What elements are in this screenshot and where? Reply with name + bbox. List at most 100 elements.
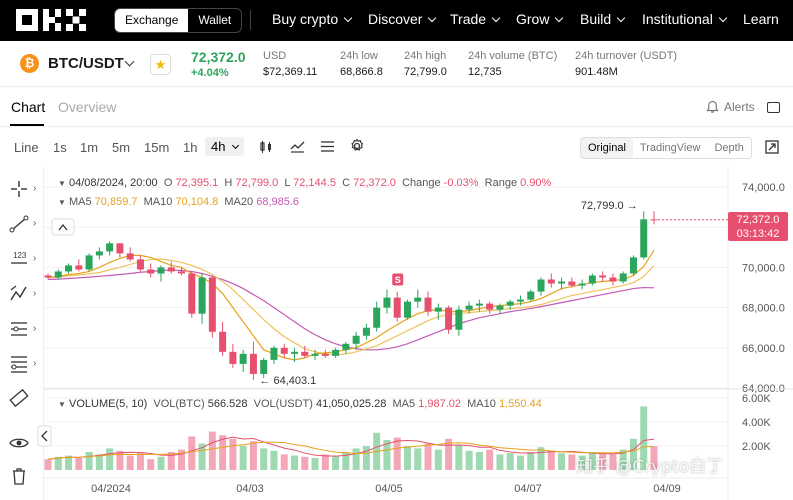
trend-line-icon[interactable] — [8, 214, 30, 234]
okx-logo[interactable] — [16, 9, 92, 31]
interval-1m[interactable]: 1m — [80, 140, 99, 155]
volume-bar — [239, 446, 247, 470]
chevron-down-icon[interactable]: ▼ — [58, 198, 66, 207]
chevron-right-icon[interactable]: › — [33, 253, 37, 264]
scroll-left-button[interactable] — [37, 425, 52, 447]
exchange-button[interactable]: Exchange — [115, 9, 189, 32]
tab-chart[interactable]: Chart — [11, 99, 46, 115]
nav-trade[interactable]: Trade — [450, 11, 501, 27]
x-tick-label: 04/05 — [375, 483, 403, 495]
gear-icon[interactable] — [349, 138, 365, 154]
volume-bar — [506, 453, 514, 470]
volume-bar — [362, 446, 370, 470]
candle-body — [136, 259, 144, 270]
view-tradingview[interactable]: TradingView — [639, 142, 701, 154]
candle-body — [373, 307, 381, 328]
candle-body — [249, 353, 257, 374]
alerts-button[interactable]: Alerts — [724, 100, 755, 114]
candle-body — [424, 297, 432, 312]
legend-ma5: 70,859.7 — [94, 196, 138, 208]
volume-bar — [311, 458, 319, 470]
interval-5m[interactable]: 5m — [112, 140, 131, 155]
scroll-up-button[interactable] — [51, 218, 75, 236]
y-tick-label: 70,000.0 — [742, 262, 785, 274]
volume-y-tick-label: 4.00K — [742, 417, 771, 429]
line-chart-button[interactable]: Line — [14, 140, 39, 155]
chevron-right-icon[interactable]: › — [33, 358, 37, 369]
chevron-down-icon[interactable]: ▼ — [58, 400, 66, 409]
tab-overview[interactable]: Overview — [58, 99, 117, 115]
x-tick-label: 04/2024 — [91, 483, 131, 495]
chevron-right-icon[interactable]: › — [33, 323, 37, 334]
list-settings-icon[interactable] — [320, 139, 335, 154]
ma-legend: ▼ MA5 70,859.7 MA10 70,104.8 MA20 68,985… — [58, 196, 300, 208]
nav-grow[interactable]: Grow — [516, 11, 564, 27]
volume-bar — [291, 455, 299, 470]
trading-pair[interactable]: BTC/USDT — [48, 55, 124, 72]
volume-bar — [229, 438, 237, 470]
candle-body — [75, 265, 83, 270]
volume-bar — [342, 452, 350, 470]
chevron-down-icon[interactable]: ▼ — [58, 179, 66, 188]
volume-bar — [403, 446, 411, 470]
interval-4h-selected[interactable]: 4h — [205, 137, 245, 156]
interval-1h[interactable]: 1h — [183, 140, 198, 155]
nav-learn[interactable]: Learn — [743, 11, 779, 27]
candle-body — [95, 251, 103, 256]
trash-icon[interactable] — [8, 466, 30, 486]
favorite-star-icon[interactable]: ★ — [150, 54, 171, 75]
pattern-tool-icon[interactable] — [8, 284, 30, 304]
candle-body — [332, 349, 340, 356]
interval-1s[interactable]: 1s — [53, 140, 67, 155]
wallet-button[interactable]: Wallet — [198, 13, 232, 27]
candle-body — [342, 343, 350, 350]
volume-bar — [270, 450, 278, 470]
number-tool-icon[interactable]: 123 — [8, 249, 30, 269]
view-original[interactable]: Original — [581, 138, 633, 158]
stat-24h-high: 24h high 72,799.0 — [404, 50, 447, 78]
volume-bar — [157, 456, 165, 470]
chevron-right-icon[interactable]: › — [33, 218, 37, 229]
candle-body — [106, 243, 114, 252]
view-depth[interactable]: Depth — [714, 142, 744, 154]
legend-date: 04/08/2024, 20:00 — [68, 177, 158, 189]
candle-body — [54, 271, 62, 278]
gann-tool-icon[interactable] — [8, 354, 30, 374]
ruler-icon[interactable] — [8, 388, 30, 408]
nav-build[interactable]: Build — [580, 11, 626, 27]
volume-bar — [414, 448, 422, 470]
nav-buy-crypto[interactable]: Buy crypto — [272, 11, 353, 27]
candle-body — [609, 277, 617, 282]
fullscreen-icon[interactable] — [765, 140, 779, 154]
crosshair-icon[interactable] — [8, 179, 30, 199]
candlestick-type-icon[interactable] — [259, 140, 273, 154]
volume-bar — [167, 452, 175, 470]
drawing-toolbar: › › 123 › › › › — [0, 167, 44, 500]
volume-bar — [95, 454, 103, 470]
layout-toggle-icon[interactable] — [767, 102, 780, 113]
chevron-right-icon[interactable]: › — [33, 183, 37, 194]
chevron-right-icon[interactable]: › — [33, 288, 37, 299]
volume-bar — [434, 449, 442, 470]
candle-body — [229, 351, 237, 364]
indicators-icon[interactable] — [290, 139, 305, 154]
volume-bar — [527, 452, 535, 470]
eye-icon[interactable] — [8, 433, 30, 453]
stat-24h-volume: 24h volume (BTC) 12,735 — [468, 50, 558, 78]
nav-discover[interactable]: Discover — [368, 11, 437, 27]
nav-institutional[interactable]: Institutional — [642, 11, 728, 27]
x-tick-label: 04/03 — [236, 483, 264, 495]
volume-bar — [75, 458, 83, 470]
interval-15m[interactable]: 15m — [144, 140, 170, 155]
candle-body — [588, 275, 596, 284]
candle-body — [352, 335, 360, 344]
legend-range: 0.90% — [520, 177, 552, 189]
fib-tool-icon[interactable] — [8, 319, 30, 339]
candle-body — [434, 307, 442, 312]
bell-icon[interactable] — [706, 100, 719, 114]
volume-bar — [609, 454, 617, 470]
volume-bar — [558, 453, 566, 470]
svg-text:123: 123 — [13, 251, 27, 260]
legend-vol-btc: 566.528 — [207, 398, 248, 410]
